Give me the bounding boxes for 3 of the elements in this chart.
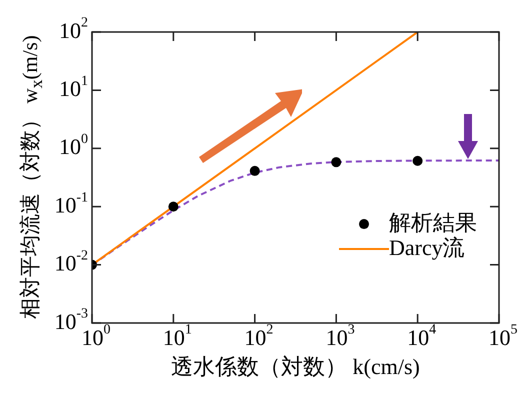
x-axis-title: 透水係数（対数） k(cm/s) [170, 353, 421, 381]
legend-label: Darcy流 [389, 234, 465, 260]
legend-label: 解析結果 [389, 210, 477, 235]
